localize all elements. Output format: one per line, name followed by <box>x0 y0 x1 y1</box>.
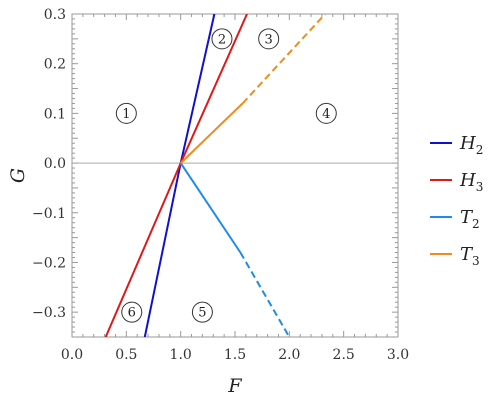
frame-ticks <box>71 13 399 338</box>
x-axis-label: F <box>227 375 242 397</box>
y-tick-label: 0.2 <box>44 57 66 73</box>
legend-entry: T2 <box>430 207 480 231</box>
x-tick-label: 1.0 <box>170 347 192 363</box>
region-circle <box>121 301 143 323</box>
series-t3 <box>180 14 326 164</box>
series-t2 <box>179 162 291 337</box>
annotation-layer: 1 2 3 4 5 6 <box>115 28 337 323</box>
tick-labels: 0.0 0.5 1.0 1.5 2.0 2.5 3.0 −0.3 −0.2 −0.1 0.0 0.1 0… <box>32 7 409 363</box>
y-axis-label: G <box>7 168 29 183</box>
y-tick-label: −0.3 <box>32 305 66 321</box>
x-tick-label: 2.0 <box>278 347 300 363</box>
series-line-solid <box>143 14 216 337</box>
x-tick-label: 1.5 <box>224 347 246 363</box>
legend-label: H2 <box>459 133 483 157</box>
region-number: 2 <box>218 32 226 47</box>
series-line-solid <box>104 14 248 337</box>
y-tick-label: 0.0 <box>44 156 66 172</box>
x-tick-label: 0.0 <box>61 347 83 363</box>
region-circle <box>115 102 137 124</box>
region-circle <box>315 102 337 124</box>
x-tick-label: 2.5 <box>333 347 355 363</box>
series-line-dashed <box>239 251 291 337</box>
legend-label: T3 <box>460 244 480 268</box>
region-label: 4 <box>315 102 337 124</box>
x-tick-label: 0.5 <box>115 347 137 363</box>
region-number: 1 <box>122 107 130 122</box>
region-number: 5 <box>198 306 206 321</box>
region-label: 2 <box>211 28 233 50</box>
region-number: 3 <box>265 32 273 47</box>
y-tick-label: −0.2 <box>32 255 66 271</box>
region-label: 6 <box>121 301 143 323</box>
legend-label: H3 <box>459 170 483 194</box>
series-h2 <box>143 14 216 337</box>
legend: H2 H3 T2 T3 <box>430 133 483 268</box>
series-line-dashed <box>241 14 326 105</box>
series-h3 <box>104 14 248 337</box>
legend-entry: H3 <box>430 170 483 194</box>
series-line-solid <box>180 102 244 164</box>
y-tick-label: 0.3 <box>44 7 66 23</box>
region-number: 4 <box>322 107 330 122</box>
x-tick-label: 3.0 <box>387 347 409 363</box>
y-tick-label: 0.1 <box>44 106 66 122</box>
plot-frame <box>71 13 399 338</box>
legend-label: T2 <box>460 207 480 231</box>
series-line-solid <box>179 162 242 254</box>
region-label: 3 <box>258 28 280 50</box>
region-label: 5 <box>191 301 213 323</box>
region-circle <box>191 301 213 323</box>
region-circle <box>258 28 280 50</box>
region-number: 6 <box>128 306 136 321</box>
region-label: 1 <box>115 102 137 124</box>
y-tick-label: −0.1 <box>32 206 66 222</box>
legend-entry: T3 <box>430 244 480 268</box>
region-circle <box>211 28 233 50</box>
legend-entry: H2 <box>430 133 483 157</box>
series-layer <box>104 14 326 337</box>
